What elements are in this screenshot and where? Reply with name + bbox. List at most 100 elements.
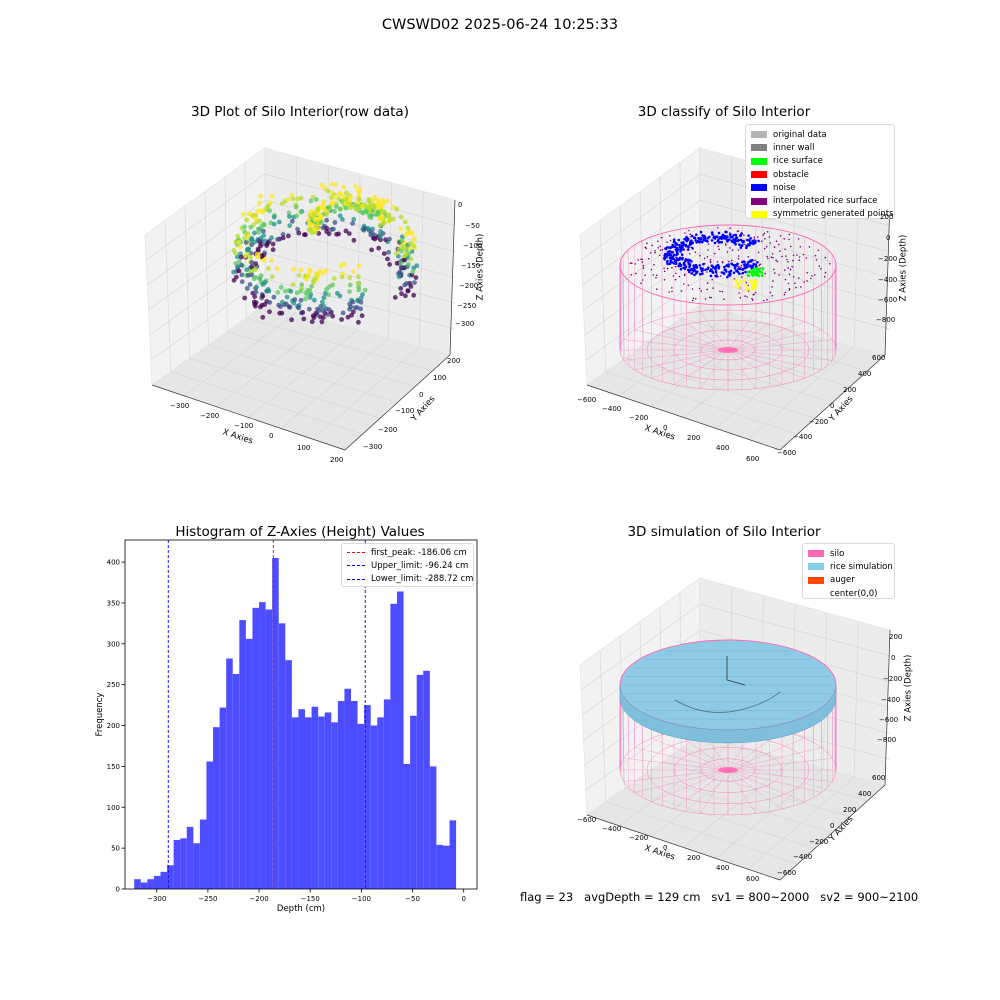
raw-point <box>325 188 331 194</box>
raw-point <box>398 214 404 220</box>
classify-silo-spoke <box>727 349 757 389</box>
classify-interp-point <box>723 298 725 300</box>
histogram-bar <box>252 607 260 889</box>
raw-point <box>347 282 353 288</box>
classify-interp-point <box>776 260 779 263</box>
classify-ytick: −400 <box>793 433 813 441</box>
classify-points <box>629 227 831 302</box>
histogram-bar <box>134 879 141 889</box>
classify-interp-point <box>640 282 642 284</box>
classify-interp-point <box>729 247 731 249</box>
classify-interp-point <box>652 274 655 276</box>
raw-ytick: 200 <box>447 357 461 365</box>
classify-interp-point <box>775 259 777 261</box>
raw-point <box>241 212 246 217</box>
classify-noise-point <box>671 243 674 247</box>
histogram-ytick-label: 250 <box>107 681 120 689</box>
classify-interp-point <box>778 274 780 276</box>
classify-noise-point <box>738 272 741 275</box>
raw-point <box>311 315 317 320</box>
classify-noise-point <box>722 272 726 276</box>
raw-point <box>252 267 258 273</box>
raw-point <box>244 267 250 273</box>
classify-noise-point <box>683 237 686 241</box>
classify-interp-point <box>773 246 776 248</box>
raw-point <box>411 292 417 298</box>
raw-point <box>376 245 382 251</box>
classify-noise-point <box>678 246 682 249</box>
raw-ztick: −300 <box>455 320 475 328</box>
raw-point <box>390 204 396 210</box>
classify-interp-point <box>754 291 757 294</box>
classify-noise-point <box>679 267 683 271</box>
classify-interp-point <box>717 245 720 247</box>
raw-point <box>405 225 411 231</box>
raw-ztick: −200 <box>459 282 479 290</box>
raw-point <box>412 280 417 285</box>
raw-point <box>313 310 319 316</box>
classify-interp-point <box>646 242 648 244</box>
raw-point <box>285 197 291 202</box>
raw-point <box>319 220 324 225</box>
classify-interp-point <box>663 279 666 281</box>
histogram-xlabel: Depth (cm) <box>277 904 325 914</box>
classify-interp-point <box>745 281 748 284</box>
histogram-bar <box>226 658 233 889</box>
raw-point <box>358 299 364 305</box>
histogram-legend-item: first_peak: -186.06 cm <box>347 546 468 559</box>
classify-interp-point <box>707 243 710 245</box>
raw-point <box>247 282 253 287</box>
classify-legend-label: symmetric generated points <box>773 209 894 220</box>
classify-silo-spoke <box>727 349 833 361</box>
classify-noise-point <box>699 230 703 234</box>
classify-interp-point <box>708 296 711 299</box>
classify-rice-point <box>755 267 759 270</box>
classify-interp-point <box>783 269 786 271</box>
classify-noise-point <box>666 259 669 263</box>
histogram-bar <box>193 843 200 889</box>
classify-noise-point <box>732 271 736 275</box>
raw-point <box>252 294 258 300</box>
raw-point <box>243 253 248 259</box>
histogram-bar <box>410 715 417 889</box>
raw-point <box>315 206 321 212</box>
simulation-silo-center <box>718 767 738 773</box>
raw-point <box>343 205 349 211</box>
classify-rice-point <box>747 274 751 278</box>
classify-interp-point <box>706 271 708 273</box>
histogram-bar <box>324 712 332 889</box>
classify-interp-point <box>824 256 827 259</box>
classify-interp-point <box>811 275 813 277</box>
classify-noise-point <box>723 265 726 269</box>
classify-interp-point <box>753 238 756 240</box>
classify-interp-point <box>806 272 809 274</box>
classify-noise-point <box>721 234 724 237</box>
raw-point <box>332 209 337 214</box>
classify-noise-point <box>675 249 678 252</box>
classify-interp-point <box>699 254 701 257</box>
raw-point <box>336 231 342 237</box>
raw-point <box>332 194 338 200</box>
raw-point <box>265 288 271 294</box>
classify-interp-point <box>788 273 791 276</box>
classify-noise-point <box>688 265 691 269</box>
simulation-rice-side <box>619 684 837 744</box>
classify-interp-point <box>806 280 808 282</box>
raw-point <box>254 251 260 257</box>
classify-noise-point <box>683 267 687 270</box>
raw-point <box>258 194 263 199</box>
classify-interp-point <box>817 249 820 252</box>
classify-legend-item: obstacle <box>751 168 889 181</box>
classify-interp-point <box>645 247 648 250</box>
classify-interp-point <box>721 261 724 263</box>
classify-interp-point <box>706 256 709 258</box>
histogram-ytick-label: 200 <box>107 722 120 730</box>
raw-point <box>313 197 319 202</box>
raw-point <box>356 319 361 325</box>
classify-noise-point <box>698 240 701 244</box>
classify-noise-point <box>701 272 704 275</box>
classify-interp-point <box>808 246 811 248</box>
histogram-bar <box>429 766 437 889</box>
raw-point <box>289 192 295 198</box>
classify-ytick: 0 <box>830 402 835 410</box>
